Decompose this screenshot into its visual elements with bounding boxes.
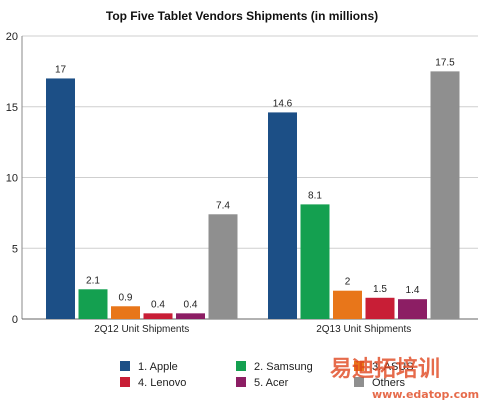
chart-title: Top Five Tablet Vendors Shipments (in mi… (106, 9, 378, 23)
bar (268, 112, 297, 319)
legend-label: 3. ASUS (372, 361, 414, 373)
y-tick-label: 20 (6, 31, 18, 43)
legend-swatch (354, 377, 364, 387)
legend-label: 5. Acer (254, 377, 289, 389)
watermark-url: www.edatop.com (372, 388, 479, 401)
bar (46, 78, 75, 319)
data-label: 7.4 (216, 200, 230, 211)
bar (333, 290, 362, 319)
legend-label: 4. Lenovo (138, 377, 186, 389)
legend-label: 1. Apple (138, 361, 178, 373)
bars: 17 2.1 0.9 0.4 0.4 7.4 14.6 8.1 2 1.5 1.4 17.5 (46, 57, 460, 319)
watermark: 易迪拓培训 www.edatop.com (330, 356, 479, 401)
watermark-text: 易迪拓培训 (330, 356, 440, 382)
y-axis: 0 5 10 15 20 (6, 31, 478, 326)
gridlines (22, 35, 478, 249)
data-label: 2 (345, 277, 351, 288)
legend-swatch (120, 361, 130, 371)
legend-label: Others (372, 377, 406, 389)
y-tick-label: 5 (12, 243, 18, 255)
legend-swatch (354, 361, 364, 371)
bar (111, 306, 140, 319)
data-label: 17.5 (435, 57, 455, 68)
bar (78, 289, 108, 319)
data-label: 8.1 (308, 190, 322, 201)
data-label: 2.1 (86, 275, 100, 286)
data-label: 1.4 (406, 285, 420, 296)
legend-swatch (120, 377, 130, 387)
data-label: 17 (55, 64, 67, 75)
legend: 1. Apple 2. Samsung 3. ASUS 4. Lenovo 5. Ace… (120, 361, 414, 389)
y-tick-label: 15 (6, 102, 18, 114)
bar (300, 204, 330, 319)
x-category-label: 2Q12 Unit Shipments (94, 324, 189, 335)
legend-swatch (236, 361, 246, 371)
x-axis: 2Q12 Unit Shipments 2Q13 Unit Shipments (94, 324, 411, 335)
y-tick-label: 10 (6, 173, 18, 185)
data-label: 0.9 (119, 292, 133, 303)
data-label: 1.5 (373, 284, 387, 295)
data-label: 0.4 (151, 299, 165, 310)
bar (365, 297, 395, 319)
x-category-label: 2Q13 Unit Shipments (316, 324, 411, 335)
bar (208, 214, 238, 319)
legend-swatch (236, 377, 246, 387)
y-tick-label: 0 (12, 314, 18, 326)
bar (430, 71, 460, 319)
legend-label: 2. Samsung (254, 361, 313, 373)
data-label: 14.6 (273, 98, 293, 109)
bar (176, 313, 205, 319)
bar (143, 313, 173, 319)
bar (398, 299, 427, 319)
data-label: 0.4 (184, 299, 198, 310)
